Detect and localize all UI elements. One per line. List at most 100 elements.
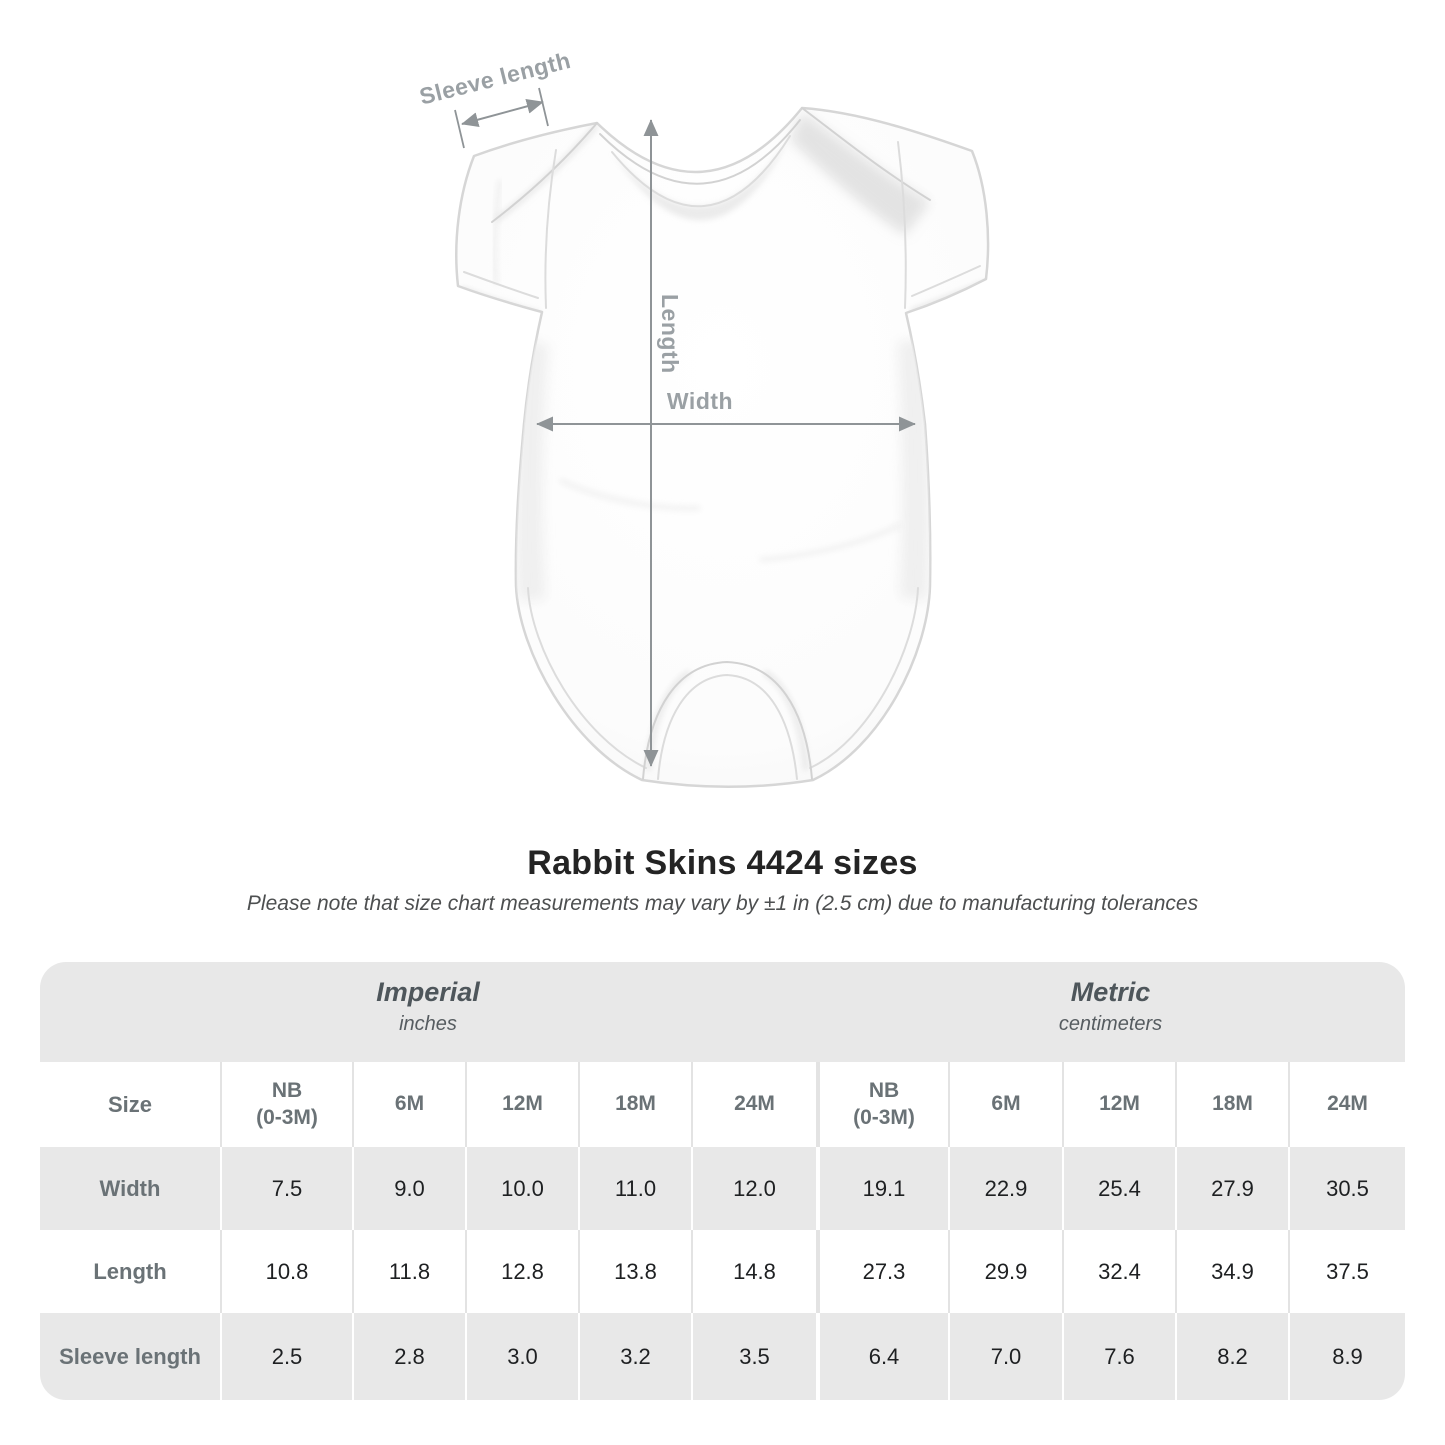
- value-text: 27.3: [862, 1258, 906, 1284]
- size-column-header: 12M: [465, 1062, 578, 1147]
- value-text: 10.0: [501, 1175, 544, 1201]
- value-cell: 25.4: [1062, 1147, 1175, 1230]
- size-column-header: 6M: [948, 1062, 1062, 1147]
- value-text: 2.8: [394, 1343, 425, 1369]
- value-cell: 29.9: [948, 1230, 1062, 1313]
- size-column-header: 18M: [578, 1062, 691, 1147]
- column-header-sublabel: (0-3M): [853, 1105, 915, 1129]
- value-cell: 34.9: [1175, 1230, 1288, 1313]
- imperial-label: Imperial: [376, 976, 480, 1007]
- value-text: 25.4: [1098, 1175, 1141, 1201]
- sleeve-length-label: Sleeve length: [417, 47, 573, 110]
- column-header-label: 12M: [1099, 1092, 1140, 1116]
- value-cell: 7.6: [1062, 1313, 1175, 1400]
- size-column-header: NB (0-3M): [220, 1062, 352, 1147]
- value-cell: 2.5: [220, 1313, 352, 1400]
- value-cell: 7.5: [220, 1147, 352, 1230]
- value-text: 12.0: [733, 1175, 776, 1201]
- value-cell: 2.8: [352, 1313, 465, 1400]
- size-column-header: 24M: [1288, 1062, 1405, 1147]
- imperial-unit-header: Imperial inches: [40, 962, 816, 1062]
- infant-bodysuit-illustration: [455, 106, 990, 788]
- column-header-label: 24M: [734, 1092, 775, 1116]
- metric-unit-header: Metric centimeters: [816, 962, 1405, 1062]
- size-column-header: 6M: [352, 1062, 465, 1147]
- value-cell: 11.8: [352, 1230, 465, 1313]
- size-column-header: 12M: [1062, 1062, 1175, 1147]
- value-cell: 8.2: [1175, 1313, 1288, 1400]
- column-header-label: 18M: [1212, 1092, 1253, 1116]
- size-column-header: Size: [40, 1062, 220, 1147]
- value-text: 8.2: [1217, 1343, 1248, 1369]
- column-header-label: 12M: [502, 1092, 543, 1116]
- value-text: 3.5: [739, 1343, 770, 1369]
- row-label-cell: Length: [40, 1230, 220, 1313]
- value-text: 11.0: [614, 1175, 657, 1201]
- metric-unit: centimeters: [1058, 1012, 1163, 1035]
- value-cell: 7.0: [948, 1313, 1062, 1400]
- value-text: 11.8: [388, 1258, 431, 1284]
- row-label-cell: Sleeve length: [40, 1313, 220, 1400]
- length-label: Length: [657, 294, 683, 374]
- value-text: 2.5: [271, 1343, 303, 1369]
- dimension-tick: [454, 109, 465, 149]
- value-text: 7.6: [1104, 1343, 1135, 1369]
- imperial-unit: inches: [399, 1012, 457, 1035]
- value-text: 19.1: [862, 1175, 906, 1201]
- row-label: Sleeve length: [59, 1343, 201, 1369]
- value-text: 7.0: [990, 1343, 1022, 1369]
- value-cell: 3.0: [465, 1313, 578, 1400]
- value-cell: 14.8: [691, 1230, 816, 1313]
- value-text: 3.0: [507, 1343, 538, 1369]
- row-label: Width: [99, 1175, 161, 1201]
- value-cell: 12.8: [465, 1230, 578, 1313]
- value-text: 27.9: [1211, 1175, 1254, 1201]
- value-text: 29.9: [984, 1258, 1028, 1284]
- page-title: Rabbit Skins 4424 sizes: [527, 844, 918, 882]
- column-header-label: 18M: [615, 1092, 656, 1116]
- column-header-label: 24M: [1327, 1092, 1368, 1116]
- table-row: Width 7.5 9.0 10.0 11.0 12.0 19.1 22.9 25.4 27.9 3…: [40, 1147, 1405, 1230]
- value-cell: 9.0: [352, 1147, 465, 1230]
- value-cell: 27.9: [1175, 1147, 1288, 1230]
- value-cell: 3.5: [691, 1313, 816, 1400]
- row-label: Length: [93, 1258, 167, 1284]
- value-text: 10.8: [265, 1258, 309, 1284]
- value-cell: 27.3: [816, 1230, 948, 1313]
- value-cell: 3.2: [578, 1313, 691, 1400]
- value-text: 34.9: [1211, 1258, 1254, 1284]
- value-cell: 12.0: [691, 1147, 816, 1230]
- value-text: 14.8: [733, 1258, 776, 1284]
- title-block: Rabbit Skins 4424 sizes Please note that…: [0, 844, 1445, 916]
- column-header-label: 6M: [394, 1092, 425, 1116]
- size-chart-table: Imperial inches Metric centimeters Size N…: [40, 962, 1405, 1400]
- value-cell: 10.8: [220, 1230, 352, 1313]
- width-label: Width: [667, 388, 733, 414]
- size-column-header: 18M: [1175, 1062, 1288, 1147]
- value-text: 3.2: [620, 1343, 651, 1369]
- value-text: 32.4: [1098, 1258, 1141, 1284]
- unit-band: Imperial inches Metric centimeters: [40, 962, 1405, 1062]
- table-row: Length 10.8 11.8 12.8 13.8 14.8 27.3 29.9 32.4 34…: [40, 1230, 1405, 1313]
- column-header-sublabel: (0-3M): [256, 1105, 318, 1129]
- column-header-label: NB: [271, 1079, 303, 1103]
- length-annotation: Length: [643, 119, 683, 767]
- value-cell: 11.0: [578, 1147, 691, 1230]
- size-column-header: NB (0-3M): [816, 1062, 948, 1147]
- table-row: Sleeve length 2.5 2.8 3.0 3.2 3.5 6.4 7.0 7.6 8.2…: [40, 1313, 1405, 1400]
- value-text: 30.5: [1326, 1175, 1369, 1201]
- dimension-tick: [538, 87, 549, 127]
- width-annotation: Width: [536, 388, 916, 432]
- value-cell: 10.0: [465, 1147, 578, 1230]
- value-cell: 8.9: [1288, 1313, 1405, 1400]
- value-cell: 6.4: [816, 1313, 948, 1400]
- row-label-cell: Width: [40, 1147, 220, 1230]
- value-text: 12.8: [501, 1258, 544, 1284]
- value-text: 9.0: [394, 1175, 425, 1201]
- value-text: 6.4: [868, 1343, 900, 1369]
- page-subtitle: Please note that size chart measurements…: [246, 892, 1199, 915]
- metric-label: Metric: [1070, 976, 1151, 1007]
- value-text: 13.8: [614, 1258, 657, 1284]
- table-header-row: Size NB (0-3M) 6M 12M 18M 24M NB (0-3M) 6M 12M 18M 2…: [40, 1062, 1405, 1147]
